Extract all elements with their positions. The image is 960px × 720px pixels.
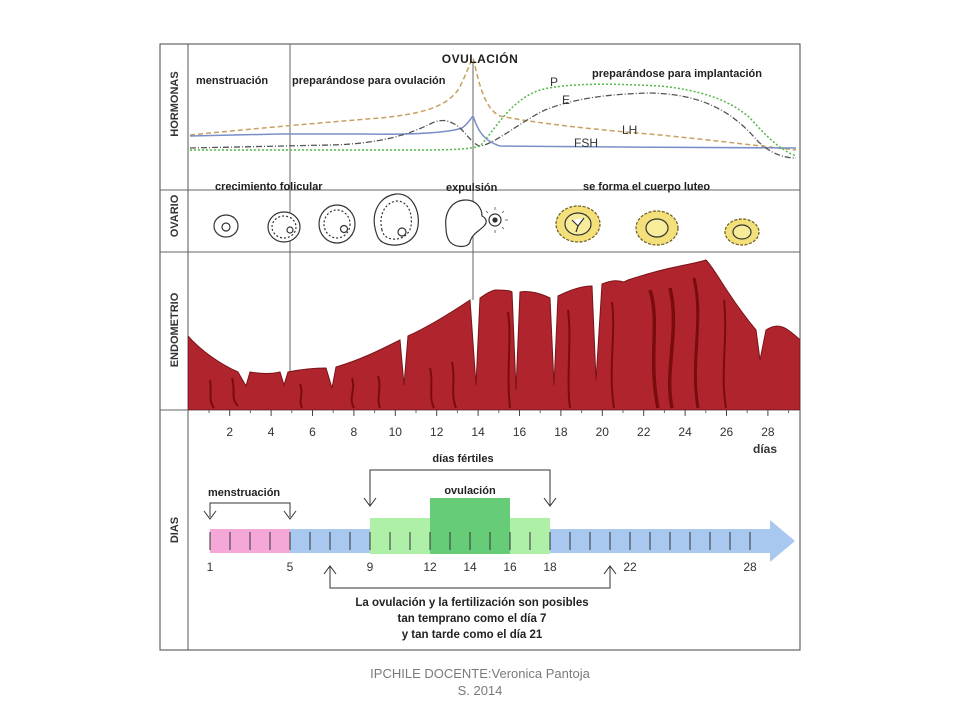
corpus-luteum-2 <box>635 210 679 246</box>
row-label-ovario: OVARIO <box>169 194 181 237</box>
progesterone-curve <box>190 83 797 157</box>
cycle-day-number: 5 <box>287 560 294 574</box>
corpus-luteum-3 <box>724 218 760 246</box>
fsh-label: FSH <box>574 136 598 150</box>
row-label-hormonas: HORMONAS <box>169 71 181 136</box>
follicle-stage-3 <box>318 204 356 244</box>
cycle-day-number: 16 <box>503 560 517 574</box>
estrogen-label: E <box>562 93 570 107</box>
endometrium-shape <box>188 259 800 410</box>
fertile-end-arrow <box>543 486 557 507</box>
cycle-day-number: 18 <box>543 560 557 574</box>
endometrium-day-label: 22 <box>637 425 651 439</box>
row-label-dias: DIAS <box>169 517 181 543</box>
endometrium-day-label: 24 <box>678 425 692 439</box>
footer-line-2: S. 2014 <box>457 683 503 698</box>
endometrium-day-label: 12 <box>430 425 444 439</box>
lh-curve <box>189 56 797 151</box>
endometrium-day-label: 28 <box>761 425 775 439</box>
fertile-start-arrow <box>363 486 377 507</box>
endometrium-day-label: 8 <box>351 425 358 439</box>
endometrium-day-label: 18 <box>554 425 568 439</box>
footer-credit: IPCHILE DOCENTE:Veronica Pantoja S. 2014 <box>0 665 960 699</box>
cycle-day-number: 28 <box>743 560 757 574</box>
endometrium-day-label: 6 <box>309 425 316 439</box>
follicle-stage-4 <box>373 193 419 246</box>
cycle-day-number: 22 <box>623 560 637 574</box>
cycle-day-number: 1 <box>207 560 214 574</box>
endometrium-day-label: 4 <box>268 425 275 439</box>
days-menstruation-label: menstruación <box>208 487 280 499</box>
note-line-3: y tan tarde como el día 21 <box>402 629 543 641</box>
follicle-stage-2 <box>267 211 301 243</box>
menstruation-bracket <box>203 502 297 520</box>
note-line-2: tan temprano como el día 7 <box>398 613 547 625</box>
row-label-endometrio: ENDOMETRIO <box>169 292 181 367</box>
hormone-ovulation-title: OVULACIÓN <box>442 51 519 66</box>
ovulating-follicle <box>445 199 508 248</box>
corpus-luteum-1 <box>555 205 601 243</box>
endometrium-vessels <box>209 277 727 409</box>
lh-label: LH <box>622 123 637 137</box>
ovary-stages <box>213 193 760 248</box>
cycle-day-number: 14 <box>463 560 477 574</box>
progesterone-label: P <box>550 75 558 89</box>
hormone-preparing-ovulation-label: preparándose para ovulación <box>292 75 446 87</box>
fertile-days-bracket <box>369 469 551 486</box>
endometrium-day-label: 14 <box>471 425 485 439</box>
endometrium-layer <box>188 259 800 410</box>
hormone-preparing-implantation-label: preparándose para implantación <box>592 68 762 80</box>
endometrium-day-label: 20 <box>596 425 610 439</box>
hormone-curves <box>189 56 797 159</box>
endometrium-day-label: 2 <box>226 425 233 439</box>
endometrium-day-label: 10 <box>389 425 403 439</box>
ovary-expulsion-label: expulsión <box>446 182 498 194</box>
endometrium-days-unit: días <box>753 442 777 456</box>
cycle-day-number: 9 <box>367 560 374 574</box>
hormone-menstruation-label: menstruación <box>196 75 268 87</box>
endometrium-day-label: 26 <box>720 425 734 439</box>
days-ovulation-label: ovulación <box>444 485 496 497</box>
ovary-corpus-luteum-label: se forma el cuerpo luteo <box>583 181 710 193</box>
follicle-stage-1 <box>213 214 239 238</box>
cycle-day-number: 12 <box>423 560 437 574</box>
note-line-1: La ovulación y la fertilización son posi… <box>355 597 588 609</box>
fertile-days-label: días fértiles <box>432 453 493 465</box>
footer-line-1: IPCHILE DOCENTE:Veronica Pantoja <box>370 666 590 681</box>
cycle-day-ticks <box>209 532 751 550</box>
ovary-follicular-growth-label: crecimiento folicular <box>215 181 323 193</box>
cycle-day-numbers: 1 5 9 12 14 16 18 22 28 <box>207 560 757 574</box>
estrogen-curve <box>189 92 797 159</box>
endometrium-day-label: 16 <box>513 425 527 439</box>
endometrium-day-axis: 2 4 6 8 10 12 14 16 18 20 22 24 26 28 <box>208 410 790 439</box>
possibility-bracket <box>323 565 617 589</box>
fsh-curve <box>189 114 797 149</box>
